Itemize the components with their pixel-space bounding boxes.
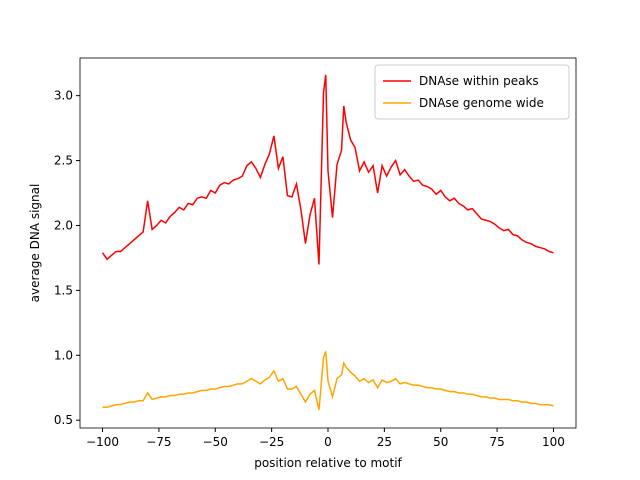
y-tick-label: 0.5 [54,413,73,427]
y-tick-label: 2.5 [54,154,73,168]
x-tick-label: 25 [377,435,392,449]
legend: DNAse within peaks DNAse genome wide [374,64,570,120]
x-tick-label: 100 [542,435,565,449]
y-axis-label: average DNA signal [28,184,42,303]
data-line [101,74,554,265]
x-axis-label: position relative to motif [254,456,402,470]
legend-label: DNAse within peaks [419,74,539,88]
y-tick-label: 1.0 [54,348,73,362]
x-tick-label: −25 [259,435,284,449]
x-tick-label: 0 [324,435,332,449]
x-tick-label: 50 [433,435,448,449]
y-tick-label: 3.0 [54,89,73,103]
x-tick-label: 75 [489,435,504,449]
x-tick-label: −75 [146,435,171,449]
plot-frame [79,57,577,429]
legend-frame [374,64,570,120]
legend-label: DNAse genome wide [419,96,544,110]
x-tick-label: −50 [203,435,228,449]
x-tick-label: −100 [86,435,119,449]
y-tick-label: 1.5 [54,283,73,297]
y-tick-label: 2.0 [54,218,73,232]
data-line [102,351,554,410]
